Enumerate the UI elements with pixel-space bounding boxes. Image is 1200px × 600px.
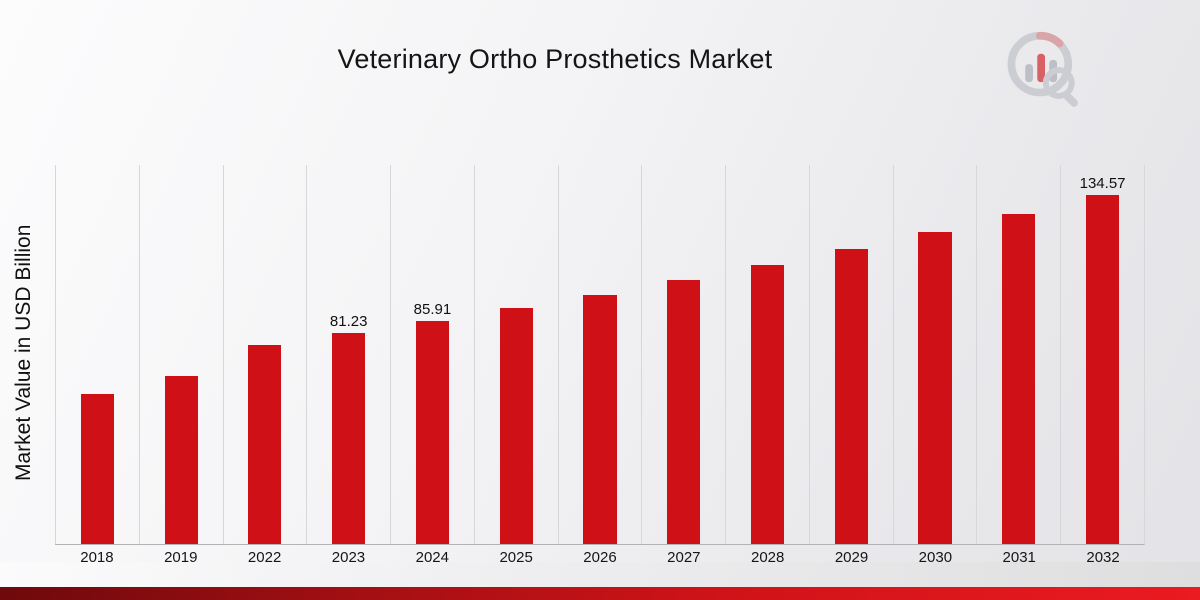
bar-value-label-2023: 81.23 [329, 313, 368, 331]
x-tick-label-2023: 2023 [331, 549, 366, 566]
bar-2029 [834, 248, 868, 544]
bar-2024 [415, 321, 449, 544]
bar-column-2022 [222, 165, 307, 544]
x-tick-label-2029: 2029 [834, 549, 869, 566]
bar-2025 [499, 308, 533, 544]
x-tick-label-2019: 2019 [164, 549, 198, 566]
bar-2022 [248, 344, 282, 544]
analytics-logo-icon [1007, 31, 1078, 107]
brand-logo [1002, 28, 1088, 114]
bar-column-2023: 81.23 [306, 165, 390, 544]
bar-column-2019 [138, 165, 223, 544]
x-tick-label-2024: 2024 [415, 549, 449, 566]
bar-column-2027 [641, 165, 725, 544]
bar-2023 [332, 333, 366, 544]
x-tick-label-2022: 2022 [247, 549, 282, 566]
bar-column-2028 [725, 165, 809, 544]
bar-column-2025 [473, 165, 558, 544]
x-tick-label-2030: 2030 [918, 549, 953, 566]
bar-value-label-2024: 85.91 [413, 301, 452, 318]
bar-column-2031 [976, 165, 1060, 544]
bar-column-2024: 85.91 [390, 165, 474, 544]
x-tick-label-2026: 2026 [583, 549, 617, 566]
bar-2032 [1086, 194, 1120, 544]
footer-red-band [0, 587, 1200, 600]
bar-column-2018 [55, 165, 139, 544]
x-tick-label-2027: 2027 [667, 549, 701, 566]
x-tick-label-2031: 2031 [1002, 549, 1036, 566]
bar-2018 [80, 393, 114, 544]
bar-value-label-2032: 134.57 [1079, 174, 1126, 192]
x-axis-tick-row: 2018 2019 2022 2023 2024 2025 2026 2027 2028 2029… [55, 549, 1145, 566]
y-axis-label: Market Value in USD Billion [12, 224, 35, 481]
bar-2031 [1002, 213, 1036, 544]
bar-column-2030 [892, 165, 977, 544]
chart-title: Veterinary Ortho Prosthetics Market [337, 44, 773, 74]
bar-2027 [667, 280, 701, 544]
x-tick-label-2018: 2018 [80, 549, 114, 566]
bar-2028 [750, 264, 785, 544]
bar-2026 [583, 294, 617, 544]
bar-column-2032: 134.57 [1060, 165, 1144, 544]
bar-column-2026 [557, 165, 642, 544]
bar-2019 [164, 375, 198, 544]
plot-area: 81.23 85.91 134.57 [55, 165, 1145, 545]
x-tick-label-2025: 2025 [499, 549, 533, 566]
bar-2030 [918, 231, 952, 544]
x-tick-label-2028: 2028 [750, 549, 785, 566]
x-tick-label-2032: 2032 [1086, 549, 1120, 566]
footer-gray-band [0, 562, 1200, 587]
bar-column-2029 [808, 165, 893, 544]
